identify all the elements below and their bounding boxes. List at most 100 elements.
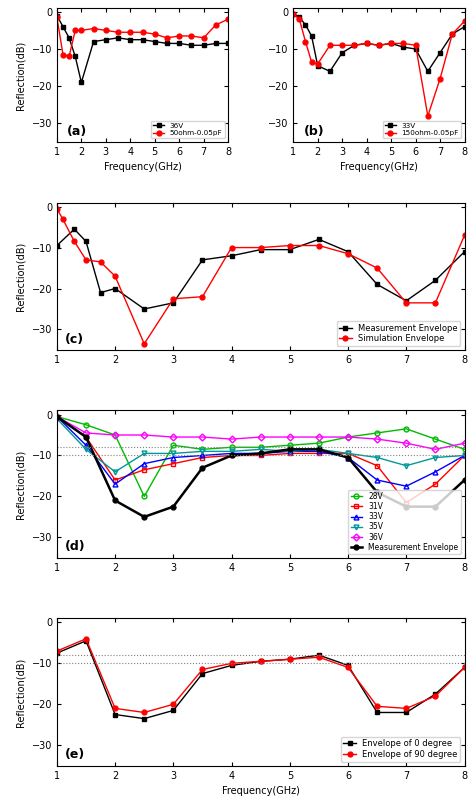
36V	[201, 40, 207, 50]
35V	[83, 444, 89, 454]
Simulation Envelope	[287, 241, 292, 251]
Simulation Envelope	[83, 255, 89, 264]
Y-axis label: Reflection(dB): Reflection(dB)	[16, 40, 26, 110]
Envelope of 0 degree	[171, 705, 176, 715]
Line: 36V: 36V	[55, 414, 467, 451]
Envelope of 0 degree	[54, 648, 60, 658]
Line: 36V: 36V	[55, 13, 230, 85]
Measurement Envelope	[374, 488, 380, 497]
36V	[83, 428, 89, 438]
33V	[413, 44, 419, 54]
Text: (c): (c)	[65, 333, 84, 346]
Envelope of 90 degree	[374, 701, 380, 711]
33V	[388, 39, 394, 48]
36V	[91, 37, 96, 47]
Measurement Envelope	[403, 296, 409, 305]
Envelope of 90 degree	[112, 704, 118, 713]
150ohm-0.05pF	[297, 15, 302, 24]
X-axis label: Frequency(GHz): Frequency(GHz)	[340, 163, 418, 172]
Measurement Envelope	[83, 432, 89, 442]
Simulation Envelope	[200, 292, 205, 301]
31V	[345, 449, 351, 459]
Envelope of 0 degree	[112, 710, 118, 720]
150ohm-0.05pF	[352, 40, 357, 50]
Measurement Envelope	[258, 245, 264, 255]
31V	[462, 451, 467, 460]
Measurement Envelope	[345, 453, 351, 463]
Simulation Envelope	[462, 231, 467, 240]
28V	[200, 444, 205, 454]
28V	[141, 492, 147, 501]
33V	[302, 20, 308, 30]
Simulation Envelope	[345, 249, 351, 259]
36V	[66, 33, 72, 43]
Measurement Envelope	[403, 502, 409, 512]
Envelope of 90 degree	[462, 663, 467, 672]
Legend: 28V, 31V, 33V, 35V, 36V, Measurement Envelope: 28V, 31V, 33V, 35V, 36V, Measurement Env…	[348, 490, 461, 554]
150ohm-0.05pF	[388, 39, 394, 48]
Line: 31V: 31V	[55, 414, 467, 505]
Envelope of 90 degree	[83, 634, 89, 644]
35V	[345, 449, 351, 459]
Line: 50ohm-0.05pF: 50ohm-0.05pF	[55, 15, 230, 59]
Measurement Envelope	[287, 444, 292, 454]
150ohm-0.05pF	[401, 39, 406, 48]
35V	[171, 449, 176, 459]
36V	[200, 432, 205, 442]
36V	[403, 438, 409, 448]
Measurement Envelope	[462, 247, 467, 256]
Measurement Envelope	[141, 304, 147, 314]
Measurement Envelope	[345, 247, 351, 256]
33V	[433, 467, 438, 476]
Envelope of 0 degree	[403, 708, 409, 717]
Envelope of 0 degree	[345, 661, 351, 671]
Envelope of 0 degree	[316, 650, 322, 660]
Measurement Envelope	[462, 476, 467, 485]
Simulation Envelope	[258, 243, 264, 252]
50ohm-0.05pF	[115, 27, 121, 37]
33V	[376, 40, 382, 50]
Simulation Envelope	[98, 257, 103, 267]
Envelope of 0 degree	[229, 661, 235, 671]
33V	[374, 476, 380, 485]
36V	[462, 438, 467, 448]
31V	[374, 461, 380, 471]
36V	[141, 430, 147, 440]
50ohm-0.05pF	[225, 15, 231, 24]
Line: Simulation Envelope: Simulation Envelope	[55, 206, 467, 347]
Measurement Envelope	[54, 412, 60, 422]
Line: Measurement Envelope: Measurement Envelope	[55, 414, 467, 519]
28V	[287, 440, 292, 450]
31V	[287, 449, 292, 459]
150ohm-0.05pF	[291, 9, 296, 19]
31V	[229, 451, 235, 460]
50ohm-0.05pF	[213, 20, 219, 30]
Text: (e): (e)	[65, 748, 85, 762]
36V	[112, 430, 118, 440]
150ohm-0.05pF	[449, 29, 455, 39]
Envelope of 90 degree	[171, 700, 176, 709]
36V	[374, 434, 380, 444]
36V	[189, 40, 194, 50]
28V	[433, 434, 438, 444]
36V	[225, 39, 231, 48]
36V	[229, 434, 235, 444]
28V	[171, 440, 176, 450]
33V	[297, 13, 302, 23]
150ohm-0.05pF	[462, 16, 467, 26]
Envelope of 0 degree	[258, 656, 264, 666]
33V	[364, 39, 370, 48]
150ohm-0.05pF	[315, 59, 320, 69]
33V	[327, 67, 333, 77]
33V	[291, 9, 296, 19]
Simulation Envelope	[403, 298, 409, 308]
Measurement Envelope	[83, 237, 89, 247]
28V	[462, 444, 467, 454]
Envelope of 0 degree	[83, 636, 89, 646]
Line: 33V: 33V	[291, 11, 467, 74]
Envelope of 90 degree	[433, 692, 438, 701]
33V	[309, 31, 314, 41]
Envelope of 90 degree	[141, 708, 147, 717]
Measurement Envelope	[316, 235, 322, 244]
150ohm-0.05pF	[339, 40, 345, 50]
